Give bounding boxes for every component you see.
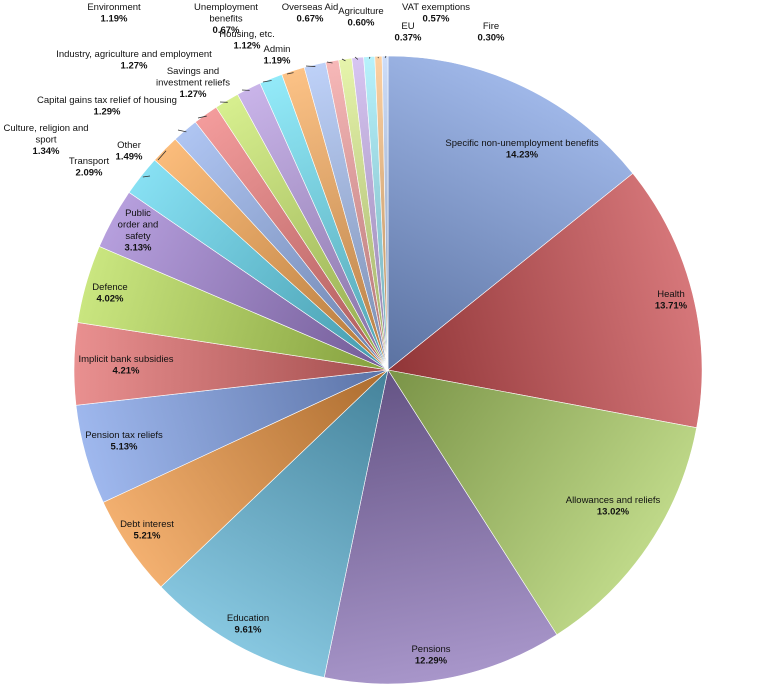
slice-label-culture-religion-and-sport: Culture, religion and sport 1.34% [3, 123, 88, 157]
slice-label-housing-etc: Housing, etc. 1.12% [219, 29, 274, 52]
leader-line-overseas-aid [341, 58, 346, 62]
slice-label-overseas-aid: Overseas Aid 0.67% [282, 2, 339, 25]
leader-line-transport [142, 175, 151, 178]
slice-label-capital-gains-tax-relief-of-housing: Capital gains tax relief of housing 1.29% [37, 95, 177, 118]
leader-line-admin [286, 72, 294, 75]
leader-lines [142, 55, 387, 178]
pie-slice-education [160, 369, 389, 678]
leader-line-housing-etc [305, 65, 316, 67]
slice-label-transport: Transport 2.09% [69, 156, 110, 179]
leader-line-agriculture [354, 56, 359, 60]
slice-label-admin: Admin 1.19% [264, 44, 291, 67]
slice-label-eu: EU 0.37% [395, 21, 422, 44]
slice-label-savings-and-investment-reliefs: Savings and investment reliefs 1.27% [156, 66, 230, 100]
slice-label-pension-tax-reliefs: Pension tax reliefs 5.13% [85, 430, 163, 453]
slice-label-unemployment-benefits: Unemployment benefits 0.67% [194, 2, 258, 36]
pie-slice-allowances-and-reliefs [387, 369, 697, 636]
slice-label-vat-exemptions: VAT exemptions 0.57% [402, 2, 470, 25]
leader-line-capital-gains-tax-relief-of-housing [197, 115, 207, 119]
slice-label-pensions: Pensions 12.29% [411, 644, 450, 667]
leader-line-other [157, 150, 167, 161]
slice-label-implicit-bank-subsidies: Implicit bank subsidies 4.21% [78, 354, 173, 377]
slice-label-defence: Defence 4.02% [92, 282, 127, 305]
slice-label-agriculture: Agriculture 0.60% [338, 6, 383, 29]
slice-label-other: Other 1.49% [116, 140, 143, 163]
slice-label-health: Health 13.71% [655, 289, 688, 312]
pie-slice-fire [381, 55, 389, 371]
leader-line-fire [384, 55, 387, 59]
slice-label-specific-non-unemployment-benefits: Specific non-unemployment benefits 14.23% [445, 138, 598, 161]
slice-label-fire: Fire 0.30% [478, 21, 505, 44]
slice-label-debt-interest: Debt interest 5.21% [120, 519, 174, 542]
leader-line-vat-exemptions [368, 56, 371, 59]
slice-labels: Specific non-unemployment benefits 14.23%… [3, 2, 687, 667]
pie-slice-pensions [323, 369, 558, 685]
leader-line-unemployment-benefits [326, 61, 333, 64]
slice-label-environment: Environment 1.19% [87, 2, 141, 25]
leader-line-environment [262, 80, 272, 83]
pie-slice-specific-non-unemployment-benefits [387, 55, 634, 371]
pie-slices [73, 55, 703, 685]
leader-line-culture-religion-and-sport [177, 129, 187, 133]
slice-label-education: Education 9.61% [227, 613, 269, 636]
slice-label-industry-agriculture-and-employment: Industry, agriculture and employment 1.27… [56, 49, 212, 72]
slice-label-allowances-and-reliefs: Allowances and reliefs 13.02% [566, 495, 661, 518]
pie-slice-health [387, 172, 703, 429]
slice-label-public-order-and-safety: Public order and safety 3.13% [118, 208, 159, 254]
